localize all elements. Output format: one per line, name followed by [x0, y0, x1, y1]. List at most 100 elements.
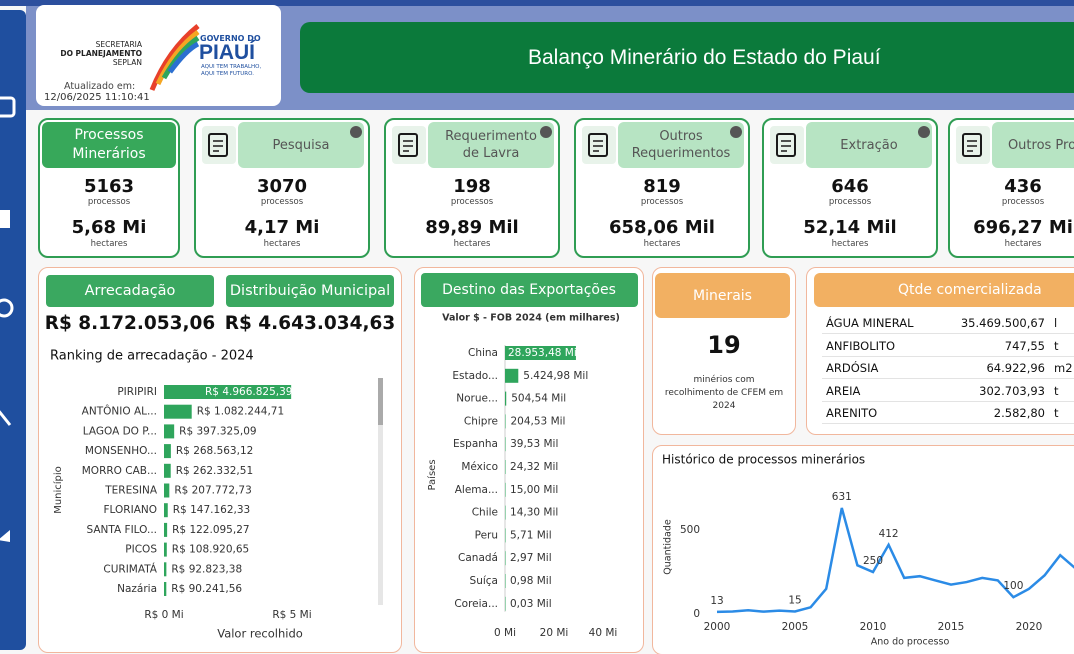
table-row-line: [822, 400, 1074, 402]
category-label: Nazária: [117, 583, 157, 595]
kpi-card[interactable]: Pesquisa 3070 processos 4,17 Mi hectares: [194, 118, 370, 258]
cell-mineral: ARDÓSIA: [826, 361, 879, 375]
card-count: 5163: [83, 176, 135, 197]
value-label: R$ 262.332,51: [176, 465, 253, 477]
category-label: Norue...: [456, 393, 498, 405]
card-icon: [582, 126, 616, 164]
updated-at: 12/06/2025 11:10:41: [44, 92, 150, 103]
bar: [505, 437, 506, 452]
info-icon: [350, 126, 362, 138]
value-label: 412: [879, 528, 899, 540]
y-tick-label: 500: [680, 524, 700, 536]
cell-unit: l: [1054, 316, 1058, 330]
category-label: TERESINA: [104, 485, 158, 497]
category-label: China: [468, 347, 498, 359]
category-label: Estado...: [452, 370, 498, 382]
bar: [505, 596, 506, 611]
bar: [505, 391, 507, 406]
y-tick-label: 0: [693, 608, 700, 620]
info-icon: [918, 126, 930, 138]
bar: [505, 482, 506, 497]
sidebar-icons: [0, 96, 16, 542]
value-label: R$ 268.563,12: [176, 445, 253, 457]
y-axis-label: Município: [52, 466, 64, 514]
logo-stripe: [161, 35, 200, 80]
category-label: MONSENHO...: [85, 445, 157, 457]
category-label: Chipre: [464, 415, 498, 427]
cell-mineral: ARENITO: [826, 406, 878, 420]
cell-unit: t: [1054, 406, 1059, 420]
org-line: DO PLANEJAMENTO: [60, 49, 142, 58]
y-axis-label: Quantidade: [663, 519, 674, 575]
value-label: R$ 4.966.825,39: [205, 386, 292, 398]
value-label: 13: [710, 595, 723, 607]
cell-quantity: 2.582,80: [993, 406, 1045, 420]
cell-quantity: 302.703,93: [979, 383, 1045, 398]
card-area-label: hectares: [263, 239, 301, 249]
card-count-label: processos: [828, 197, 872, 207]
card-header: Outros Pro: [992, 122, 1074, 168]
card-count-label: processos: [1001, 197, 1045, 207]
value-label: R$ 147.162,33: [173, 504, 250, 516]
card-count: 3070: [256, 176, 308, 197]
kpi-card[interactable]: Requerimento de Lavra 198 processos 89,89 M…: [384, 118, 560, 258]
kpi-card[interactable]: Extração 646 processos 52,14 Mil hectares: [762, 118, 938, 258]
value-label: 0,98 Mil: [510, 575, 552, 587]
value-label: 15,00 Mil: [510, 484, 558, 496]
value-label: R$ 108.920,65: [172, 544, 249, 556]
bar: [505, 368, 519, 383]
card-icon: [770, 126, 804, 164]
value-label: 5,71 Mil: [510, 529, 552, 541]
x-tick-label: 40 Mi: [589, 627, 618, 639]
bar: [505, 574, 506, 588]
kpi-value: R$ 8.172.053,06: [44, 313, 216, 334]
category-label: MORRO CAB...: [82, 465, 157, 477]
title-banner: Balanço Minerário do Estado do Piauí: [300, 22, 1074, 93]
category-label: México: [461, 461, 498, 473]
value-label: 28.953,48 Mil: [508, 347, 580, 359]
kpi-button[interactable]: Distribuição Municipal: [226, 275, 394, 307]
line-series: [716, 507, 1074, 614]
logo-stripe: [149, 24, 200, 91]
card-icon: [202, 126, 236, 164]
category-label: Peru: [475, 529, 498, 541]
cell-quantity: 64.922,96: [986, 361, 1045, 375]
table-row-line: [822, 333, 1074, 334]
card-count-label: processos: [640, 197, 684, 207]
bar: [164, 483, 170, 498]
category-label: Canadá: [458, 552, 498, 564]
kpi-card[interactable]: Outros Requerimentos 819 processos 658,06 M…: [574, 118, 750, 258]
dashboard-title: Balanço Minerário do Estado do Piauí: [528, 45, 881, 69]
icon-glyph: [398, 133, 418, 157]
cell-mineral: ÁGUA MINERAL: [826, 316, 914, 330]
card-area-label: hectares: [90, 239, 128, 249]
value-label: R$ 207.772,73: [174, 485, 251, 497]
category-label: FLORIANO: [104, 504, 157, 516]
history-panel: [652, 445, 1074, 654]
slogan-line: AQUI TEM FUTURO.: [201, 71, 254, 77]
kpi-card[interactable]: Processos Minerários 5163 processos 5,68 Mi…: [38, 118, 180, 258]
bar: [164, 404, 192, 419]
bar: [505, 505, 506, 520]
card-area: 658,06 Mil: [609, 217, 715, 238]
minerals-description: minérios com recolhimento de CFEM em 202…: [664, 375, 784, 411]
cell-quantity: 35.469.500,67: [960, 316, 1045, 330]
traded-header: Qtde comercializada: [814, 273, 1074, 307]
org-line: SEPLAN: [112, 58, 142, 67]
category-label: Chile: [472, 507, 498, 519]
bar: [164, 562, 167, 577]
sidebar[interactable]: [0, 10, 26, 650]
value-label: 204,53 Mil: [511, 415, 566, 427]
category-label: ANTÔNIO AL...: [82, 405, 157, 418]
value-label: 15: [788, 594, 801, 606]
x-tick-label: 0 Mi: [494, 627, 516, 639]
value-label: 631: [832, 491, 852, 503]
cell-mineral: AREIA: [826, 383, 861, 398]
table-row-line: [822, 378, 1074, 379]
category-label: Coreia...: [454, 598, 498, 610]
kpi-card[interactable]: Outros Pro 436 processos 696,27 Mi hectares: [948, 118, 1074, 258]
bar: [505, 346, 576, 360]
card-icon: [392, 126, 426, 164]
kpi-button[interactable]: Arrecadação: [46, 275, 214, 307]
value-label: R$ 92.823,38: [171, 563, 242, 575]
